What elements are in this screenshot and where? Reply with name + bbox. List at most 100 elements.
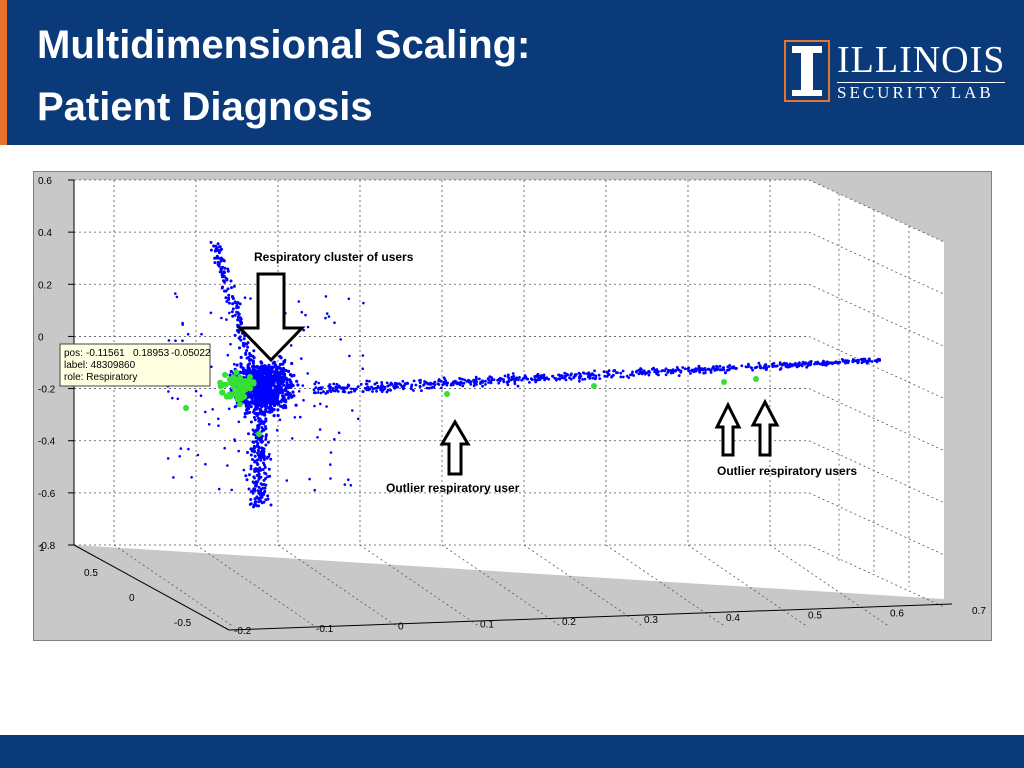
data-point	[827, 361, 830, 364]
data-point	[856, 358, 860, 362]
data-point	[401, 379, 405, 383]
data-point	[287, 391, 291, 395]
data-point	[534, 380, 537, 384]
data-point	[259, 404, 263, 408]
data-point	[259, 401, 263, 405]
respiratory-point	[230, 384, 237, 391]
y-axis-line	[73, 544, 230, 631]
data-point	[283, 358, 287, 362]
data-point	[264, 373, 269, 377]
data-point	[578, 379, 581, 383]
respiratory-point	[183, 405, 189, 411]
data-point	[276, 366, 280, 370]
data-point	[297, 300, 301, 303]
data-point	[718, 364, 722, 368]
data-point	[207, 423, 211, 426]
data-point	[319, 391, 323, 395]
grid-line	[769, 544, 891, 628]
data-point	[496, 378, 499, 382]
data-point	[365, 382, 369, 386]
datatip-role: role: Respiratory	[64, 372, 137, 383]
data-point	[239, 338, 243, 342]
data-point	[267, 376, 271, 380]
data-point	[204, 462, 207, 466]
plot-area	[74, 180, 944, 599]
data-point	[521, 377, 525, 380]
data-point	[362, 301, 365, 305]
data-point	[390, 382, 394, 386]
z-tick-label: -0.4	[38, 437, 56, 448]
data-point	[257, 445, 261, 449]
data-point	[276, 413, 280, 418]
data-point	[256, 458, 260, 462]
data-point	[174, 292, 177, 295]
data-point	[306, 325, 310, 329]
data-point	[243, 368, 247, 372]
data-point	[247, 411, 251, 415]
data-point	[322, 390, 325, 394]
data-point	[749, 366, 753, 370]
data-point	[211, 408, 214, 411]
data-point	[553, 376, 557, 380]
data-point	[245, 356, 249, 360]
data-point	[664, 373, 668, 377]
data-point	[581, 378, 584, 381]
data-point	[343, 483, 347, 486]
data-point	[223, 266, 227, 270]
data-point	[213, 261, 217, 265]
data-point	[347, 297, 351, 301]
data-point	[259, 482, 263, 486]
data-point	[262, 450, 266, 454]
data-point	[478, 377, 481, 381]
data-point	[361, 354, 365, 357]
data-point	[257, 395, 261, 400]
data-point	[497, 381, 501, 385]
data-point	[264, 435, 268, 439]
data-point	[348, 354, 351, 358]
data-point	[314, 391, 317, 395]
datatip-pos-x: -0.11561	[86, 348, 125, 359]
data-point	[272, 373, 277, 377]
data-point	[256, 448, 260, 452]
data-point	[299, 415, 302, 419]
data-point	[231, 314, 235, 318]
data-point	[217, 424, 220, 427]
data-point	[564, 378, 568, 382]
data-point	[260, 440, 264, 444]
data-point	[578, 375, 581, 379]
data-point	[214, 244, 218, 248]
data-point	[396, 385, 399, 389]
data-point	[249, 498, 253, 501]
data-point	[422, 383, 426, 386]
data-point	[247, 487, 251, 491]
data-point	[341, 390, 345, 393]
data-point	[249, 447, 253, 451]
data-point	[232, 284, 236, 288]
data-point	[346, 385, 350, 388]
data-point	[324, 295, 328, 298]
data-point	[615, 371, 618, 375]
data-point	[241, 370, 245, 375]
data-point	[253, 411, 257, 415]
data-point	[181, 321, 184, 325]
data-point	[255, 388, 259, 392]
data-point	[252, 349, 256, 353]
data-point	[602, 370, 606, 374]
data-point	[677, 374, 681, 377]
data-point	[426, 382, 430, 386]
data-point	[257, 500, 261, 504]
data-point	[260, 410, 264, 414]
data-point	[568, 376, 571, 380]
datatip-pos-z: -0.05022	[171, 348, 211, 359]
data-point	[284, 386, 289, 390]
respiratory-point	[591, 383, 597, 389]
data-point	[451, 383, 455, 387]
data-point	[666, 371, 670, 374]
data-point	[302, 398, 305, 402]
data-point	[220, 272, 224, 275]
slide-header: Multidimensional Scaling: Patient Diagno…	[0, 0, 1024, 145]
data-point	[267, 393, 271, 397]
data-point	[433, 380, 437, 384]
data-point	[287, 396, 291, 400]
data-point	[230, 286, 233, 290]
